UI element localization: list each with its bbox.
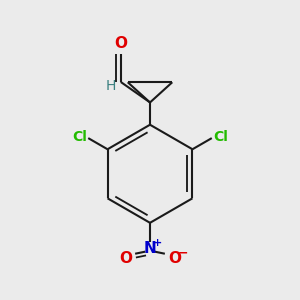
Text: O: O xyxy=(168,251,181,266)
Text: O: O xyxy=(114,36,127,51)
Text: Cl: Cl xyxy=(72,130,87,144)
Text: H: H xyxy=(106,79,116,93)
Text: +: + xyxy=(152,238,162,248)
Text: Cl: Cl xyxy=(213,130,228,144)
Text: O: O xyxy=(119,251,132,266)
Text: N: N xyxy=(144,241,156,256)
Text: −: − xyxy=(178,247,188,260)
